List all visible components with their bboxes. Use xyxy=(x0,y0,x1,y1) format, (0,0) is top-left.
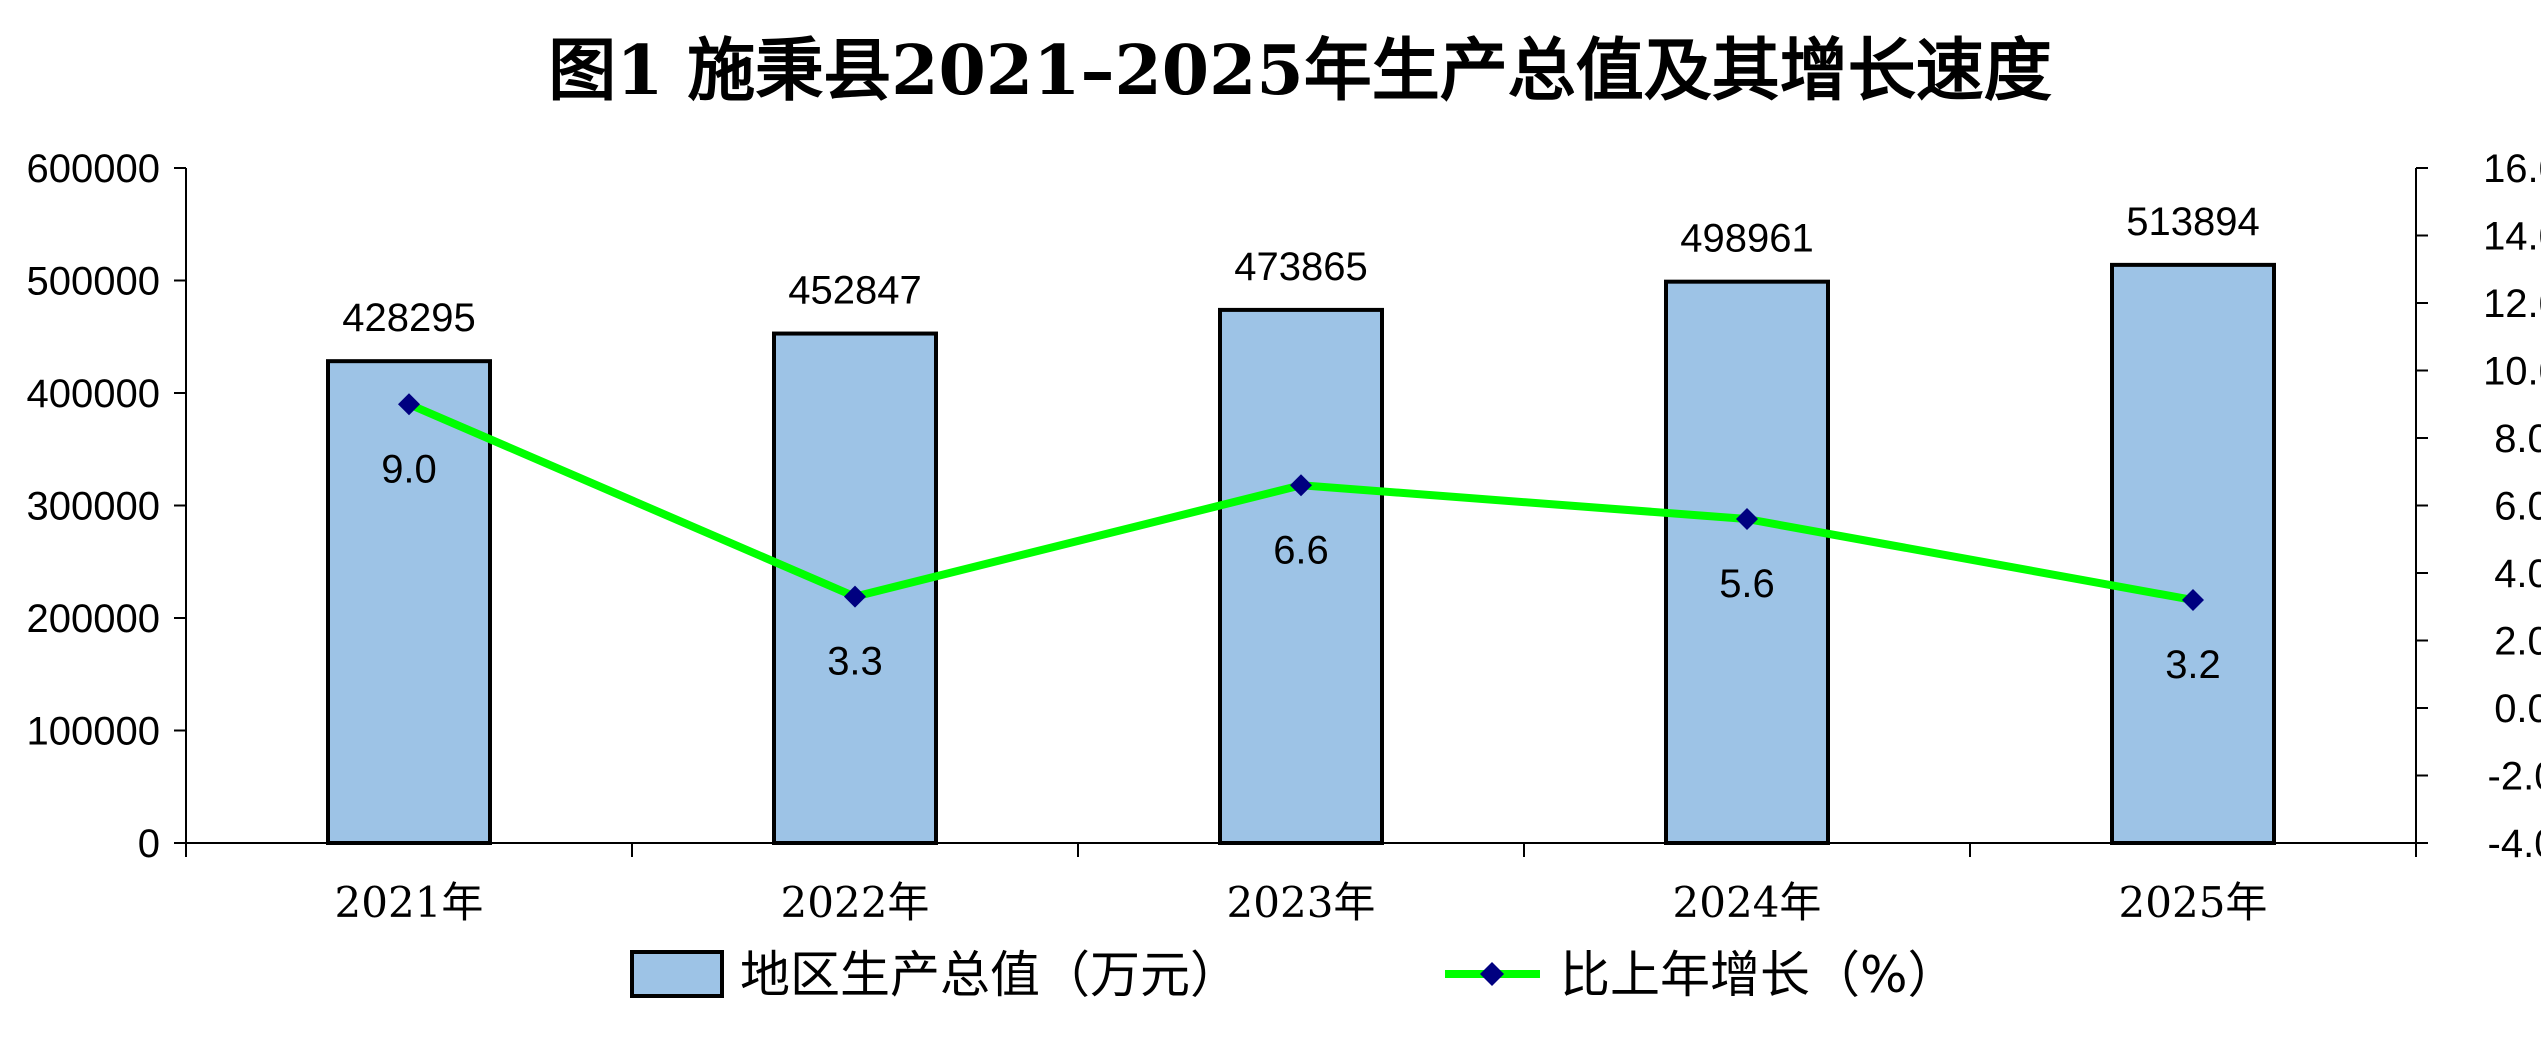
y-left-tick-label: 400000 xyxy=(27,372,160,416)
growth-value-label: 6.6 xyxy=(1273,528,1329,572)
bar xyxy=(1218,307,1384,846)
legend-line-marker xyxy=(1480,962,1504,986)
legend-bar-swatch xyxy=(630,950,724,998)
y-left-tick-label: 600000 xyxy=(27,147,160,191)
bar-value-label: 473865 xyxy=(1234,245,1367,289)
axes: 0 100000 200000 300000 400000 500000 600000 -4.… xyxy=(27,147,2541,927)
growth-line xyxy=(398,393,2204,611)
y-right-tick-label: 10.0 xyxy=(2483,350,2541,394)
y-right-tick-label: 0.0 xyxy=(2494,687,2541,731)
x-tick-label: 2024年 xyxy=(1673,878,1822,927)
data-labels: 428295 452847 473865 498961 513894 9.0 3.3 6.6 5… xyxy=(342,200,2259,687)
y-right-tick-label: 12.0 xyxy=(2483,282,2541,326)
y-right-tick-label: 4.0 xyxy=(2494,552,2541,596)
y-right-tick-label: 16.0 xyxy=(2483,147,2541,191)
y-right-tick-label: 8.0 xyxy=(2494,417,2541,461)
bar xyxy=(326,359,492,845)
y-left-tick-label: 0 xyxy=(138,822,160,866)
y-right-tick-label: -4.0 xyxy=(2488,822,2541,866)
growth-marker xyxy=(844,585,866,608)
y-right-tick-label: -2.0 xyxy=(2488,755,2541,799)
bar-value-label: 452847 xyxy=(788,269,921,313)
growth-marker xyxy=(1290,474,1312,497)
chart-title: 图1 施秉县2021–2025年生产总值及其增长速度 xyxy=(548,31,2052,111)
y-left-tick-label: 200000 xyxy=(27,597,160,641)
y-right-tick-label: 6.0 xyxy=(2494,485,2541,529)
x-tick-label: 2025年 xyxy=(2119,878,2268,927)
bar-value-label: 513894 xyxy=(2126,200,2259,244)
x-tick-label: 2021年 xyxy=(335,878,484,927)
growth-value-label: 5.6 xyxy=(1719,562,1775,606)
x-tick-label: 2023年 xyxy=(1227,878,1376,927)
growth-marker xyxy=(1736,508,1758,530)
growth-value-label: 3.3 xyxy=(827,640,883,684)
y-right-tick-label: 14.0 xyxy=(2483,215,2541,259)
bar-value-label: 428295 xyxy=(342,296,475,340)
growth-value-label: 3.2 xyxy=(2165,643,2221,687)
bar-value-label: 498961 xyxy=(1680,217,1813,261)
y-left-tick-label: 100000 xyxy=(27,710,160,754)
bar xyxy=(2110,262,2276,845)
y-right-tick-label: 2.0 xyxy=(2494,620,2541,664)
growth-value-label: 9.0 xyxy=(381,447,437,491)
growth-marker xyxy=(2182,589,2204,611)
legend-bar-label: 地区生产总值（万元） xyxy=(740,946,1240,1004)
legend: 地区生产总值（万元） 比上年增长（%） xyxy=(630,946,1958,1004)
x-tick-label: 2022年 xyxy=(781,878,930,927)
legend-line-label: 比上年增长（%） xyxy=(1560,946,1958,1004)
y-left-tick-label: 300000 xyxy=(27,485,160,529)
y-left-tick-label: 500000 xyxy=(27,260,160,304)
bar xyxy=(1664,279,1830,845)
growth-marker xyxy=(398,393,420,416)
